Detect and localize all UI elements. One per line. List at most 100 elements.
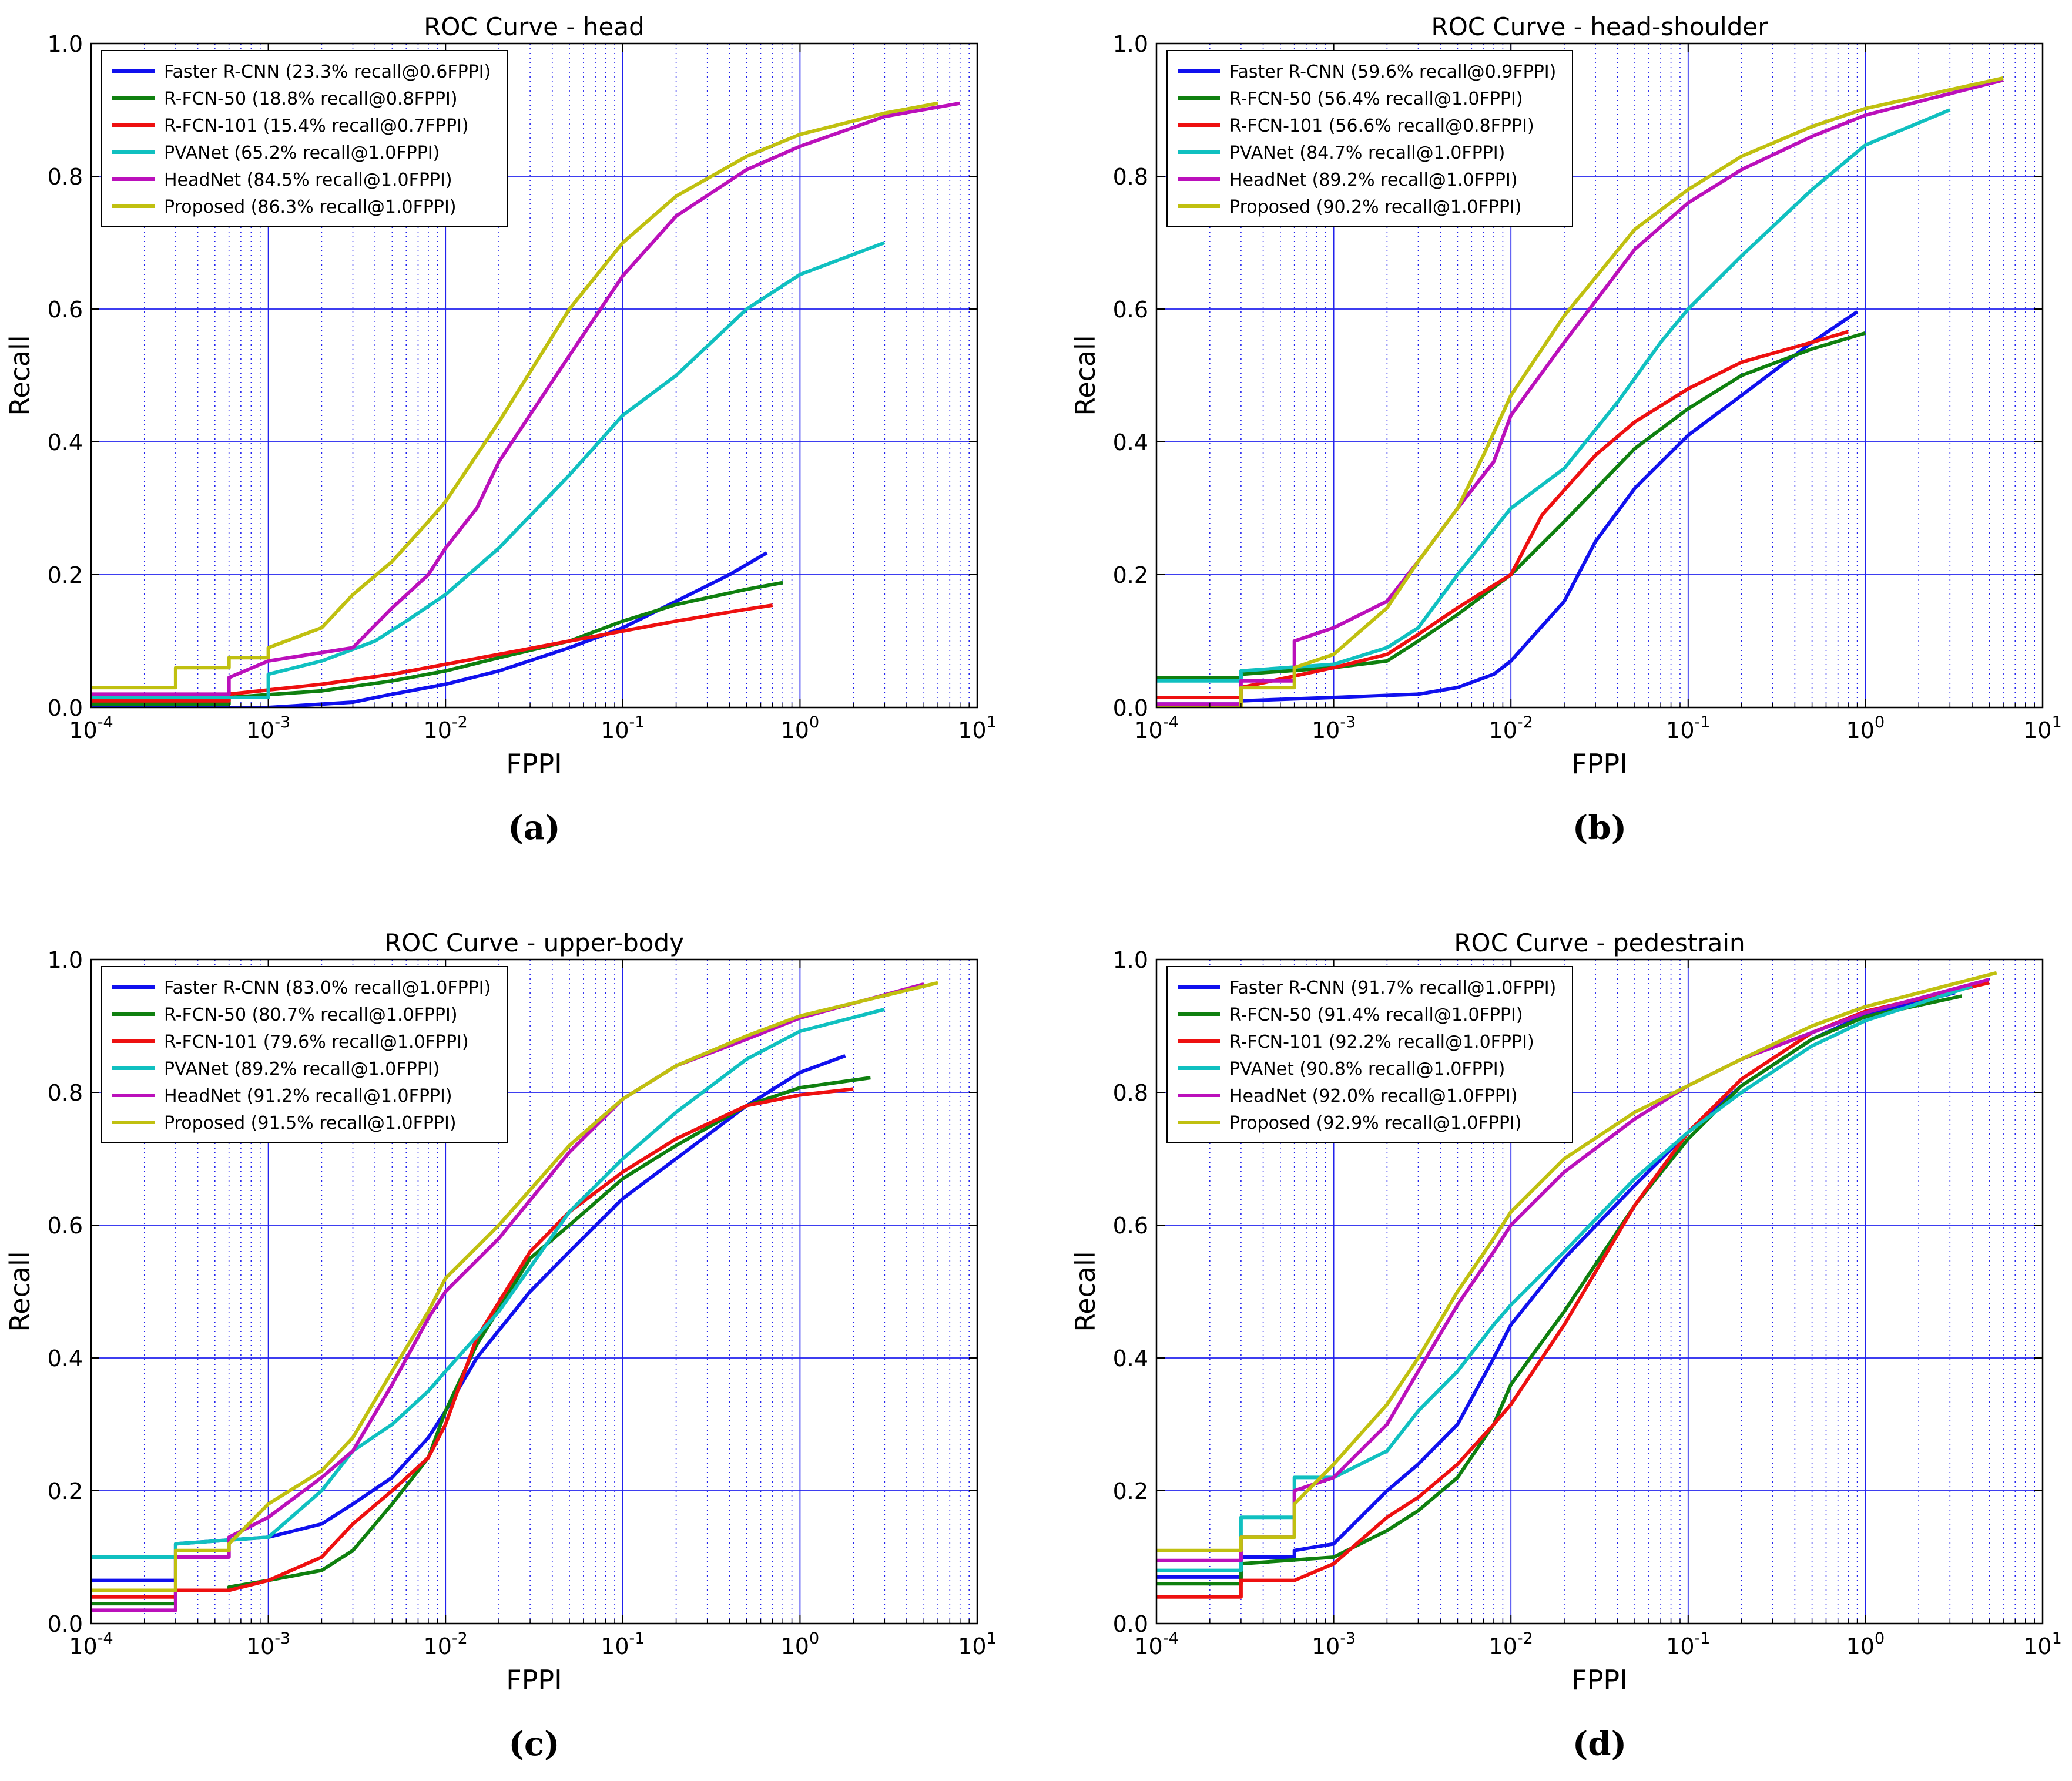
series-line-proposed	[1156, 971, 1997, 1552]
series-curves	[1156, 971, 1997, 1599]
chart-title: ROC Curve - head-shoulder	[1431, 12, 1769, 41]
chart-panel-2: 0.0 0.2 0.4 0.6 0.8 1.0 10-4 10-3 10-2 10-1 100 101…	[1069, 12, 2062, 847]
legend-label-r-fcn-50: R-FCN-50 (56.4% recall@1.0FPPI)	[1229, 89, 1523, 109]
x-tick-label: 100	[1846, 713, 1885, 743]
x-tick-label: 10-3	[1312, 1629, 1356, 1659]
legend-label-r-fcn-101: R-FCN-101 (79.6% recall@1.0FPPI)	[164, 1032, 469, 1052]
legend-label-faster-r-cnn: Faster R-CNN (59.6% recall@0.9FPPI)	[1229, 62, 1556, 82]
legend-label-proposed: Proposed (91.5% recall@1.0FPPI)	[164, 1113, 457, 1133]
y-axis-label: Recall	[1069, 335, 1101, 415]
legend-label-r-fcn-101: R-FCN-101 (15.4% recall@0.7FPPI)	[164, 116, 469, 136]
y-tick-label: 0.4	[1113, 1346, 1148, 1371]
plot-frame	[1155, 42, 2044, 709]
series-line-r-fcn-101	[91, 1087, 854, 1599]
plot-frame	[1155, 958, 2044, 1625]
x-axis-label: FPPI	[506, 1664, 562, 1696]
legend-label-headnet: HeadNet (91.2% recall@1.0FPPI)	[164, 1086, 452, 1106]
x-axis-label: FPPI	[1571, 1664, 1628, 1696]
legend-label-proposed: Proposed (90.2% recall@1.0FPPI)	[1229, 197, 1522, 217]
legend-label-headnet: HeadNet (84.5% recall@1.0FPPI)	[164, 170, 452, 190]
series-line-pvanet	[1156, 108, 1951, 683]
x-tick-label: 100	[1846, 1629, 1885, 1659]
y-axis-label: Recall	[4, 1251, 36, 1331]
legend-label-proposed: Proposed (86.3% recall@1.0FPPI)	[164, 197, 457, 217]
x-tick-label: 10-4	[1134, 713, 1178, 743]
y-tick-label: 0.6	[1113, 297, 1148, 323]
chart-panel-1: 0.0 0.2 0.4 0.6 0.8 1.0 10-4 10-3 10-2 10-1 100 101…	[4, 12, 997, 847]
y-tick-label: 1.0	[1113, 947, 1148, 973]
legend-label-headnet: HeadNet (92.0% recall@1.0FPPI)	[1229, 1086, 1518, 1106]
x-axis-label: FPPI	[1571, 748, 1628, 780]
y-tick-label: 0.2	[48, 562, 83, 588]
series-line-headnet	[91, 101, 961, 696]
legend-label-headnet: HeadNet (89.2% recall@1.0FPPI)	[1229, 170, 1518, 190]
legend-box	[101, 966, 508, 1143]
y-tick-label: 0.4	[48, 430, 83, 455]
y-tick-label: 0.2	[1113, 1478, 1148, 1504]
series-line-pvanet	[91, 1007, 886, 1559]
series-line-faster-r-cnn	[91, 551, 768, 707]
series-line-faster-r-cnn	[1156, 310, 1859, 706]
plot-frame	[90, 958, 978, 1625]
series-line-proposed	[91, 981, 938, 1592]
series-curves	[1156, 76, 2004, 707]
x-tick-label: 101	[958, 1629, 997, 1659]
legend-label-r-fcn-101: R-FCN-101 (56.6% recall@0.8FPPI)	[1229, 116, 1534, 136]
series-line-proposed	[91, 101, 938, 690]
legend-label-pvanet: PVANet (84.7% recall@1.0FPPI)	[1229, 143, 1505, 163]
y-tick-label: 0.0	[48, 695, 83, 721]
x-axis-label: FPPI	[506, 748, 562, 780]
x-tick-label: 10-3	[246, 1629, 290, 1659]
y-tick-label: 0.0	[1113, 695, 1148, 721]
series-curves	[91, 981, 938, 1612]
series-line-r-fcn-50	[1156, 994, 1963, 1586]
y-tick-label: 0.2	[1113, 562, 1148, 588]
x-tick-label: 10-1	[1666, 713, 1710, 743]
x-tick-label: 10-4	[69, 1629, 113, 1659]
y-tick-label: 0.4	[48, 1346, 83, 1371]
legend-label-r-fcn-50: R-FCN-50 (80.7% recall@1.0FPPI)	[164, 1005, 458, 1025]
x-tick-label: 10-3	[246, 713, 290, 743]
panel-label: (b)	[1573, 809, 1627, 847]
series-line-r-fcn-101	[1156, 981, 1990, 1599]
x-tick-label: 10-1	[601, 1629, 645, 1659]
y-tick-label: 0.6	[48, 1213, 83, 1239]
series-line-r-fcn-50	[1156, 331, 1866, 680]
x-tick-label: 10-1	[601, 713, 645, 743]
legend-label-faster-r-cnn: Faster R-CNN (83.0% recall@1.0FPPI)	[164, 978, 491, 998]
chart-title: ROC Curve - pedestrain	[1454, 928, 1745, 957]
legend-label-proposed: Proposed (92.9% recall@1.0FPPI)	[1229, 1113, 1522, 1133]
x-tick-label: 101	[2023, 1629, 2062, 1659]
x-tick-label: 10-4	[1134, 1629, 1178, 1659]
panel-label: (c)	[508, 1725, 559, 1763]
x-tick-label: 101	[958, 713, 997, 743]
legend-label-r-fcn-50: R-FCN-50 (91.4% recall@1.0FPPI)	[1229, 1005, 1523, 1025]
y-tick-label: 1.0	[48, 31, 83, 57]
legend-box	[1166, 50, 1573, 227]
legend-label-faster-r-cnn: Faster R-CNN (23.3% recall@0.6FPPI)	[164, 62, 491, 82]
major-grid	[1156, 43, 2043, 707]
x-tick-label: 10-4	[69, 713, 113, 743]
panel-label: (d)	[1573, 1725, 1627, 1763]
chart-title: ROC Curve - head	[424, 12, 645, 41]
legend-box	[1166, 966, 1573, 1143]
x-tick-label: 100	[781, 1629, 820, 1659]
legend: Faster R-CNN (59.6% recall@0.9FPPI) R-FCN…	[1166, 50, 1573, 227]
legend-label-pvanet: PVANet (65.2% recall@1.0FPPI)	[164, 143, 440, 163]
x-tick-label: 10-2	[1489, 1629, 1533, 1659]
legend: Faster R-CNN (23.3% recall@0.6FPPI) R-FCN…	[101, 50, 508, 227]
x-tick-label: 10-1	[1666, 1629, 1710, 1659]
series-curves	[91, 101, 961, 707]
panel-label: (a)	[508, 809, 560, 847]
y-tick-label: 1.0	[48, 947, 83, 973]
legend-label-r-fcn-101: R-FCN-101 (92.2% recall@1.0FPPI)	[1229, 1032, 1534, 1052]
y-tick-label: 0.0	[48, 1611, 83, 1637]
legend-label-r-fcn-50: R-FCN-50 (18.8% recall@0.8FPPI)	[164, 89, 458, 109]
y-tick-label: 0.8	[1113, 1080, 1148, 1106]
chart-panel-4: 0.0 0.2 0.4 0.6 0.8 1.0 10-4 10-3 10-2 10-1 100 101…	[1069, 928, 2062, 1763]
y-tick-label: 0.8	[48, 1080, 83, 1106]
legend-box	[101, 50, 508, 227]
y-tick-label: 0.6	[48, 297, 83, 323]
y-tick-label: 0.8	[48, 164, 83, 190]
y-tick-label: 0.2	[48, 1478, 83, 1504]
